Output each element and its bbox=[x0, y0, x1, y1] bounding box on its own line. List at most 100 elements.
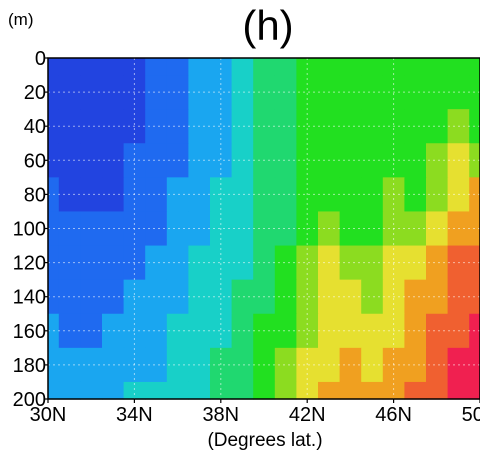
heatmap-cell bbox=[80, 313, 103, 349]
heatmap-cell bbox=[296, 381, 319, 400]
heatmap-cell bbox=[210, 75, 233, 110]
heatmap-cell bbox=[339, 211, 362, 247]
heatmap-cell bbox=[145, 211, 168, 247]
heatmap-cell bbox=[361, 313, 384, 349]
heatmap-cell bbox=[80, 75, 103, 110]
heatmap-cell bbox=[231, 347, 254, 383]
heatmap-cell bbox=[210, 143, 233, 178]
heatmap-cell bbox=[404, 143, 427, 178]
y-tick-label: 60 bbox=[24, 150, 46, 172]
y-tick-label: 100 bbox=[13, 219, 46, 241]
heatmap-cell bbox=[166, 143, 189, 178]
y-axis: 0 20 40 60 80 100 120 140 160 180 200 bbox=[13, 48, 48, 411]
y-tick-label: 140 bbox=[13, 287, 46, 309]
heatmap-cell bbox=[210, 245, 233, 281]
y-tick-label: 0 bbox=[35, 48, 46, 70]
heatmap-cell bbox=[231, 143, 254, 178]
x-tick-label: 46N bbox=[375, 404, 412, 426]
heatmap-cell bbox=[123, 58, 146, 76]
heatmap-cell bbox=[166, 313, 189, 349]
heatmap-cell bbox=[361, 177, 384, 213]
heatmap-cell bbox=[274, 58, 297, 76]
heatmap-cell bbox=[404, 58, 427, 76]
heatmap-cell bbox=[361, 75, 384, 110]
heatmap-cell bbox=[382, 58, 405, 76]
heatmap-cell bbox=[166, 279, 189, 315]
heatmap-cell bbox=[339, 313, 362, 349]
x-tick-label: 34N bbox=[116, 404, 153, 426]
y-tick-label: 160 bbox=[13, 321, 46, 343]
heatmap-cell bbox=[404, 313, 427, 349]
heatmap-cell bbox=[469, 381, 480, 400]
heatmap-cell bbox=[404, 75, 427, 110]
heatmap-cell bbox=[426, 347, 449, 383]
heatmap-cell bbox=[339, 75, 362, 110]
x-axis-label: (Degrees lat.) bbox=[207, 430, 322, 451]
heatmap-cell bbox=[145, 245, 168, 281]
y-tick-label: 80 bbox=[24, 184, 46, 206]
heatmap-cell bbox=[80, 245, 103, 281]
heatmap-cell bbox=[166, 109, 189, 144]
heatmap-cell bbox=[166, 245, 189, 281]
heatmap-cell bbox=[80, 381, 103, 400]
heatmap-cell bbox=[296, 58, 319, 76]
heatmap-cell bbox=[274, 245, 297, 281]
heatmap-cell bbox=[80, 58, 103, 76]
heatmap-cell bbox=[188, 381, 211, 400]
heatmap-cell bbox=[145, 347, 168, 383]
heatmap-cell bbox=[58, 381, 81, 400]
heatmap-cell bbox=[274, 313, 297, 349]
heatmap-cell bbox=[80, 109, 103, 144]
heatmap-cell bbox=[361, 245, 384, 281]
heatmap-cell bbox=[339, 347, 362, 383]
y-tick-label: 120 bbox=[13, 253, 46, 275]
y-tick-label: 20 bbox=[24, 82, 46, 104]
heatmap-cell bbox=[274, 177, 297, 213]
heatmap-cell bbox=[339, 279, 362, 315]
heatmap-cell bbox=[274, 211, 297, 247]
heatmap-cell bbox=[426, 313, 449, 349]
heatmap-cell bbox=[426, 109, 449, 144]
heatmap-cell bbox=[404, 347, 427, 383]
x-tick-label: 50N bbox=[462, 404, 480, 426]
heatmap-cell bbox=[361, 143, 384, 178]
plot-area bbox=[48, 58, 480, 400]
heatmap-cell bbox=[404, 279, 427, 315]
x-tick-label: 30N bbox=[30, 404, 67, 426]
heatmap-cell bbox=[339, 245, 362, 281]
heatmap-cell bbox=[469, 58, 480, 76]
y-tick-label: 40 bbox=[24, 116, 46, 138]
heatmap-cell bbox=[48, 381, 60, 400]
heatmap-cell bbox=[145, 58, 168, 76]
heatmap-cell bbox=[404, 245, 427, 281]
x-tick-label: 38N bbox=[202, 404, 239, 426]
heatmap-cell bbox=[339, 58, 362, 76]
heatmap-cell bbox=[382, 381, 405, 400]
heatmap-cell bbox=[253, 58, 276, 76]
heatmap-cell bbox=[361, 279, 384, 315]
heatmap-cell bbox=[145, 75, 168, 110]
heatmap-cell bbox=[210, 313, 233, 349]
heatmap-cell bbox=[231, 58, 254, 76]
heatmap-cell bbox=[253, 381, 276, 400]
heatmap-cell bbox=[166, 347, 189, 383]
heatmap-cell bbox=[145, 143, 168, 178]
heatmap-cell bbox=[166, 177, 189, 213]
chart-title: (h) bbox=[242, 2, 293, 49]
heatmap-cell bbox=[166, 381, 189, 400]
heatmap-cell bbox=[339, 177, 362, 213]
heatmap-cell bbox=[210, 58, 233, 76]
heatmap-cell bbox=[296, 245, 319, 281]
heatmap-cell bbox=[166, 211, 189, 247]
heatmap-cell bbox=[404, 177, 427, 213]
heatmap-cell bbox=[231, 381, 254, 400]
heatmap-cell bbox=[318, 58, 341, 76]
heatmap-cell bbox=[426, 279, 449, 315]
heatmap-cell bbox=[274, 143, 297, 178]
heatmap-cell bbox=[296, 109, 319, 144]
heatmap-cell bbox=[339, 381, 362, 400]
heatmap-cell bbox=[210, 279, 233, 315]
heatmap-cell bbox=[274, 381, 297, 400]
heatmap-cell bbox=[80, 279, 103, 315]
